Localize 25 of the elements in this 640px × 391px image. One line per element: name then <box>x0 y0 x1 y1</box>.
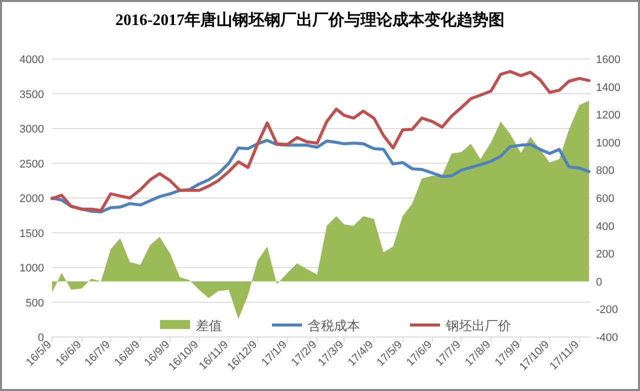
chart-title: 2016-2017年唐山钢坯钢厂出厂价与理论成本变化趋势图 <box>115 11 505 29</box>
y-tick-label: 2500 <box>20 158 44 170</box>
y2-tick-label: 800 <box>596 165 614 178</box>
y2-tick-label: 1200 <box>596 110 620 122</box>
y2-tick-label: -400 <box>596 332 618 344</box>
y-tick-label: 2000 <box>20 193 44 205</box>
y2-tick-label: -200 <box>596 304 618 316</box>
y-tick-label: 3000 <box>20 124 44 136</box>
y2-tick-label: 0 <box>596 276 602 288</box>
y-tick-label: 0 <box>38 332 44 344</box>
y2-tick-label: 1400 <box>596 82 620 94</box>
y2-tick-label: 200 <box>596 248 614 261</box>
y-tick-label: 4000 <box>20 54 44 66</box>
legend-label: 差值 <box>196 318 222 333</box>
legend-label: 含税成本 <box>308 318 360 333</box>
y2-tick-label: 1600 <box>596 54 620 66</box>
legend-label: 钢坯出厂价 <box>445 318 511 333</box>
y-tick-label: 1500 <box>20 228 44 240</box>
y2-tick-label: 1000 <box>596 137 620 150</box>
y2-tick-label: 600 <box>596 193 614 205</box>
y-tick-label: 500 <box>26 297 44 310</box>
y-tick-label: 1000 <box>20 262 44 274</box>
line-series <box>50 70 591 212</box>
y2-tick-label: 400 <box>596 220 614 233</box>
y-tick-label: 3500 <box>20 88 44 101</box>
